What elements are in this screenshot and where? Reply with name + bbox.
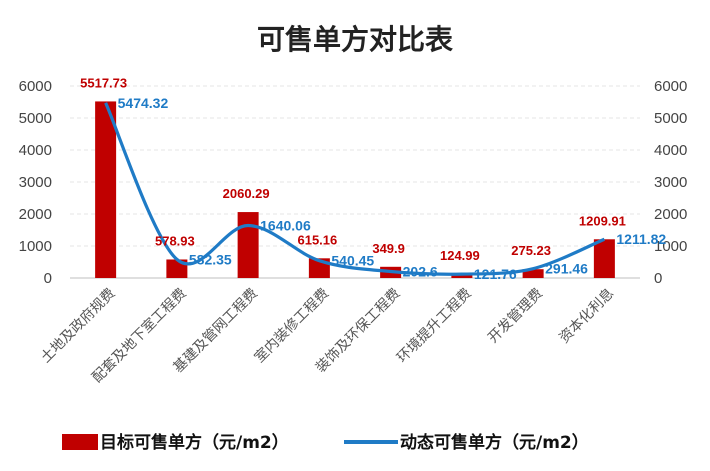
y-tick-label-left: 3000 <box>19 174 52 191</box>
line-value-label: 1640.06 <box>260 218 311 234</box>
legend-swatch-target <box>62 434 98 450</box>
legend: 目标可售单方（元/m2） 动态可售单方（元/m2） <box>62 432 589 453</box>
bar-value-label: 275.23 <box>511 243 551 258</box>
y-axis-left: 0 1000 2000 3000 4000 5000 6000 <box>19 78 52 287</box>
line-value-label: 291.46 <box>545 261 588 277</box>
y-tick-label-right: 6000 <box>654 78 687 95</box>
y-axis-right: 0 1000 2000 3000 4000 5000 6000 <box>654 78 687 287</box>
y-tick-label-right: 2000 <box>654 206 687 223</box>
bar <box>593 239 615 278</box>
bar <box>522 269 544 278</box>
y-tick-label-right: 1000 <box>654 238 687 255</box>
y-tick-label-left: 5000 <box>19 110 52 127</box>
line-value-label: 202.6 <box>403 264 438 280</box>
y-tick-label-right: 3000 <box>654 174 687 191</box>
bar-value-label: 5517.73 <box>80 75 127 90</box>
line-value-label: 582.35 <box>189 251 232 267</box>
y-tick-label-left: 6000 <box>19 78 52 95</box>
bar <box>95 101 117 278</box>
y-tick-label-left: 1000 <box>19 238 52 255</box>
x-category-label: 土地及政府规费 <box>38 286 119 367</box>
gridlines <box>70 85 640 279</box>
line-value-label: 5474.32 <box>118 95 169 111</box>
x-category-label: 环境提升工程费 <box>394 286 475 367</box>
line-value-label: 1211.82 <box>616 231 666 247</box>
x-category-label: 室内装修工程费 <box>251 285 332 366</box>
legend-label-target: 目标可售单方（元/m2） <box>100 432 289 453</box>
bar <box>237 212 259 278</box>
legend-label-dynamic: 动态可售单方（元/m2） <box>400 432 589 453</box>
line-series <box>104 102 605 276</box>
bar-value-label: 615.16 <box>297 232 337 247</box>
line-path <box>104 102 605 276</box>
data-labels: 5517.73 578.93 2060.29 615.16 349.9 124.99 275… <box>80 75 666 282</box>
y-tick-label-right: 5000 <box>654 110 687 127</box>
y-tick-label-left: 0 <box>44 270 52 287</box>
bar-series <box>95 101 615 278</box>
y-tick-label-left: 4000 <box>19 142 52 159</box>
y-tick-label-right: 4000 <box>654 142 687 159</box>
bar <box>451 274 473 278</box>
line-value-label: 121.76 <box>474 266 517 282</box>
chart-title: 可售单方对比表 <box>257 23 453 56</box>
bar-value-label: 578.93 <box>155 233 195 248</box>
x-category-label: 开发管理费 <box>485 286 546 347</box>
y-tick-label-right: 0 <box>654 270 662 287</box>
line-value-label: 540.45 <box>331 253 374 269</box>
bar-value-label: 349.9 <box>372 241 405 256</box>
bar-value-label: 124.99 <box>440 248 480 263</box>
x-category-label: 资本化利息 <box>556 285 618 347</box>
y-tick-label-left: 2000 <box>19 206 52 223</box>
bar-value-label: 2060.29 <box>223 186 270 201</box>
category-labels: 土地及政府规费配套及地下室工程费基建及管网工程费室内装修工程费装饰及环保工程费环… <box>38 285 617 386</box>
bar-value-label: 1209.91 <box>579 213 626 228</box>
